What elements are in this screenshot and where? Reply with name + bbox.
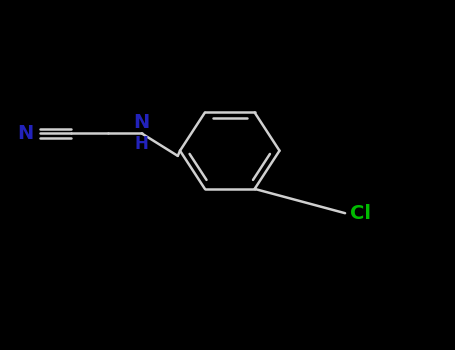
Text: H: H [135,135,148,153]
Text: N: N [17,124,33,143]
Text: Cl: Cl [349,204,371,223]
Text: N: N [133,113,150,132]
